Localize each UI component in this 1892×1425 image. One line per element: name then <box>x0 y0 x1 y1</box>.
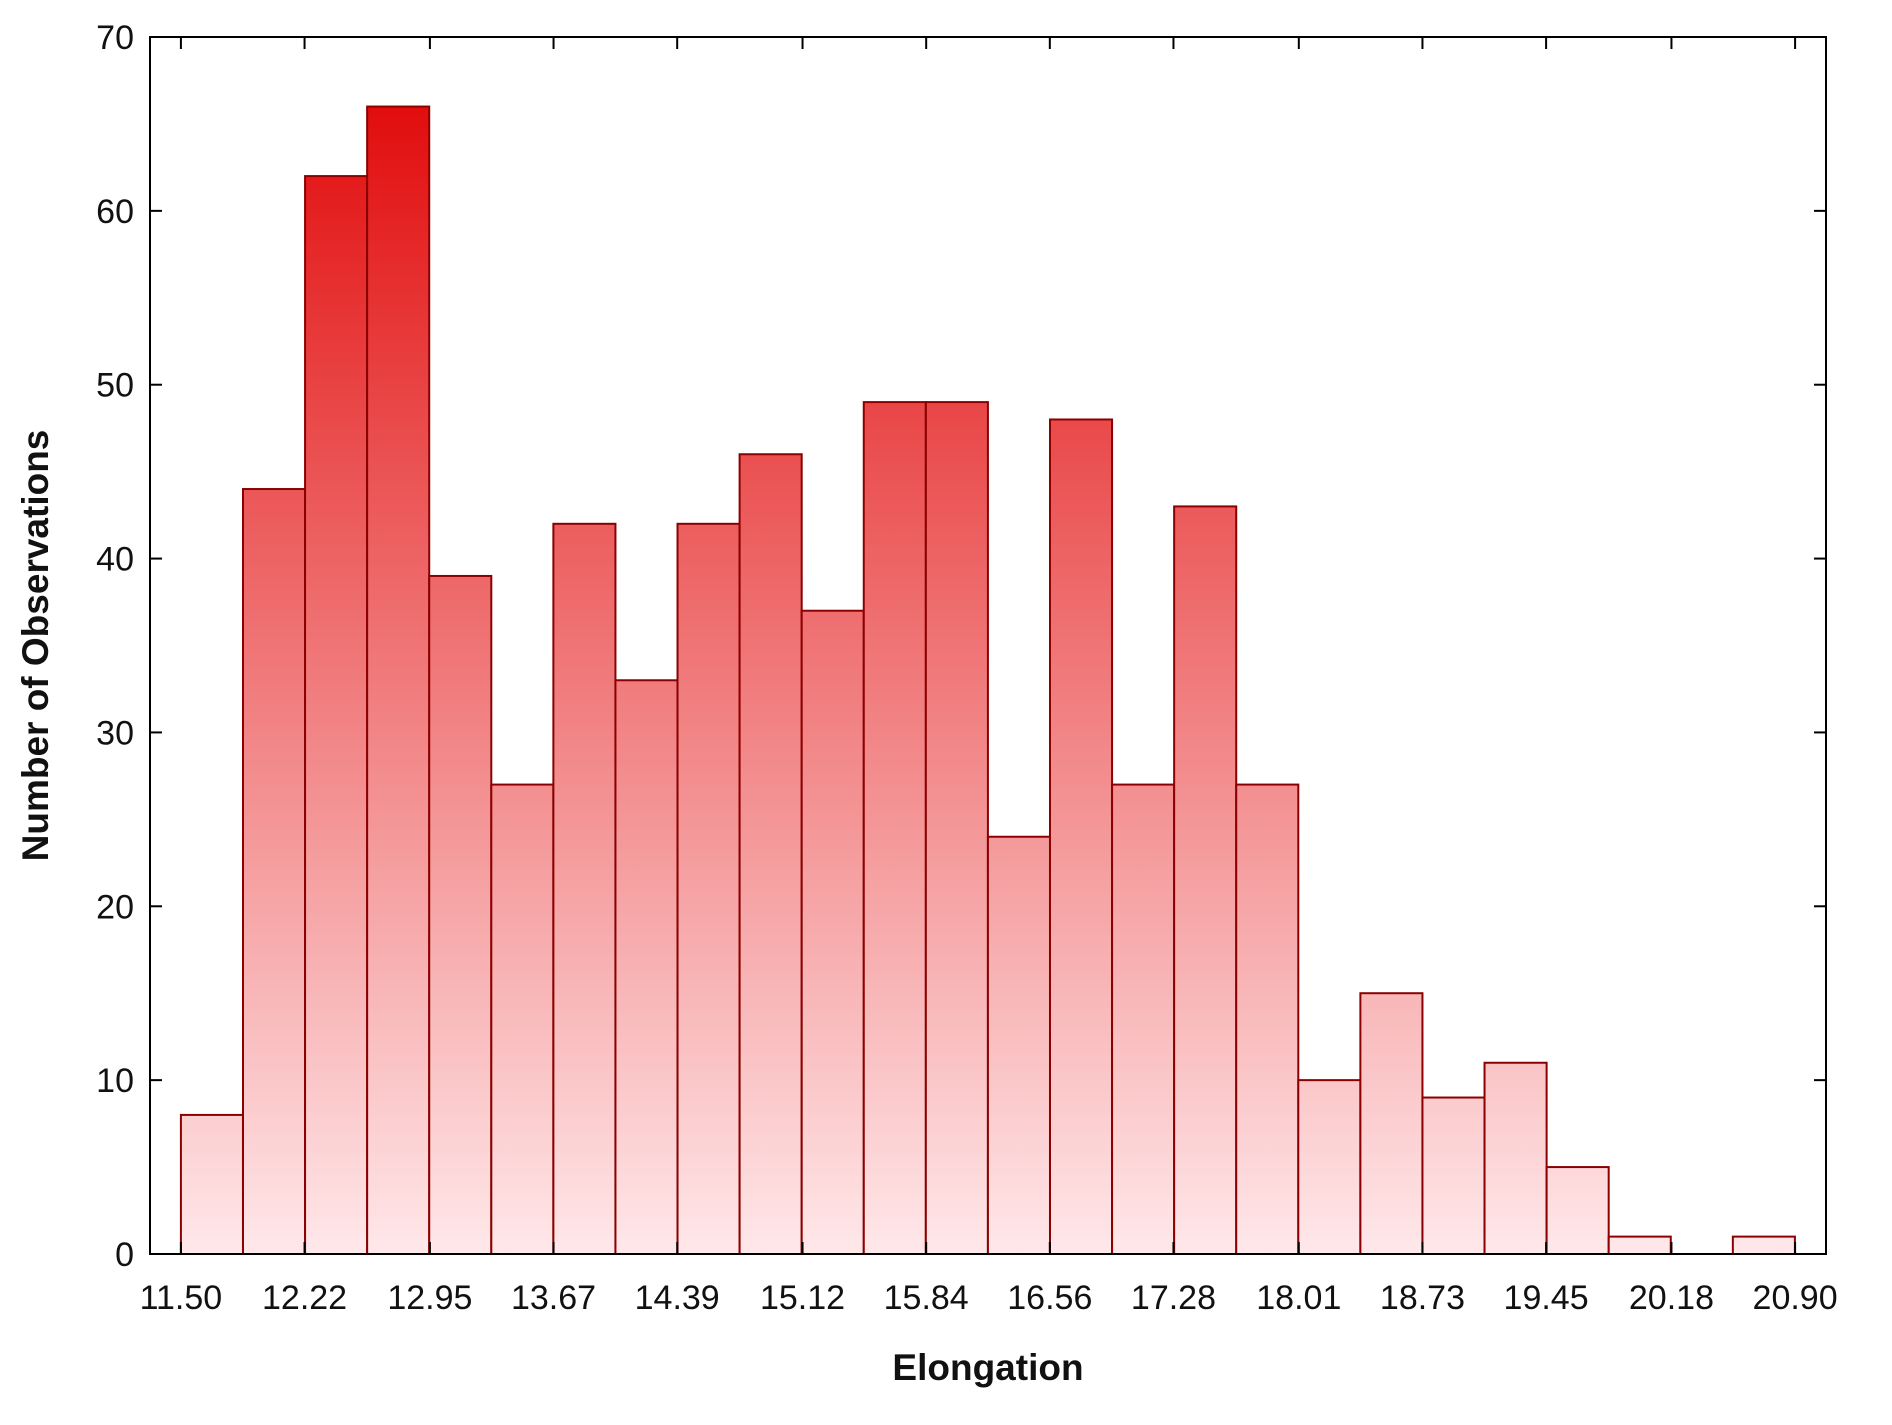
y-tick-labels: 0 10 20 30 40 50 60 70 <box>96 19 134 1274</box>
x-tick-labels: 11.50 12.22 12.95 13.67 14.39 15.12 15.84 16.56… <box>140 1279 1838 1317</box>
bar-9 <box>738 453 803 1255</box>
bar-11 <box>862 401 927 1256</box>
y-axis-title: Number of Observations <box>15 430 56 862</box>
y-tick-label-20: 20 <box>96 888 134 926</box>
x-axis-title: Elongation <box>892 1347 1083 1388</box>
x-tick-label-0: 11.50 <box>140 1279 223 1317</box>
x-tick-label-5: 15.12 <box>760 1279 845 1317</box>
bar-3 <box>366 105 431 1256</box>
ticks-layer <box>150 36 1826 1255</box>
x-tick-label-12: 20.18 <box>1629 1279 1714 1317</box>
plot-frame <box>149 36 1827 1255</box>
x-tick-label-2: 12.95 <box>387 1279 472 1317</box>
bars-layer <box>179 105 1796 1256</box>
y-tick-label-70: 70 <box>96 19 134 57</box>
bar-14 <box>1048 418 1114 1255</box>
x-tick-label-11: 19.45 <box>1504 1279 1589 1317</box>
x-tick-label-3: 13.67 <box>511 1279 596 1317</box>
x-tick-label-7: 16.56 <box>1007 1279 1092 1317</box>
x-tick-label-1: 12.22 <box>262 1279 347 1317</box>
bar-17 <box>1235 783 1300 1255</box>
x-tick-label-4: 14.39 <box>635 1279 720 1317</box>
bar-12 <box>924 401 989 1256</box>
y-tick-label-0: 0 <box>115 1236 134 1274</box>
bar-4 <box>428 574 493 1255</box>
bar-13 <box>986 835 1051 1255</box>
bar-0 <box>179 1113 244 1256</box>
bar-6 <box>552 522 617 1255</box>
bar-25 <box>1731 1235 1796 1255</box>
bar-1 <box>241 488 307 1255</box>
y-tick-label-10: 10 <box>96 1062 134 1100</box>
x-tick-label-13: 20.90 <box>1753 1279 1838 1317</box>
bar-19 <box>1359 992 1424 1255</box>
bar-8 <box>676 522 741 1255</box>
bar-7 <box>614 679 679 1255</box>
bar-22 <box>1545 1166 1610 1255</box>
bar-10 <box>800 609 865 1255</box>
bar-15 <box>1111 783 1176 1255</box>
bar-16 <box>1173 505 1238 1255</box>
y-tick-label-30: 30 <box>96 714 134 752</box>
bar-20 <box>1421 1096 1486 1255</box>
bar-21 <box>1483 1061 1548 1256</box>
x-tick-label-6: 15.84 <box>884 1279 969 1317</box>
x-tick-label-9: 18.01 <box>1256 1279 1341 1317</box>
x-tick-label-8: 17.28 <box>1131 1279 1216 1317</box>
x-tick-label-10: 18.73 <box>1380 1279 1465 1317</box>
bar-2 <box>304 175 369 1256</box>
bar-23 <box>1607 1235 1672 1255</box>
y-tick-label-60: 60 <box>96 193 134 231</box>
y-tick-label-40: 40 <box>96 541 134 579</box>
bar-18 <box>1297 1079 1362 1255</box>
y-tick-label-50: 50 <box>96 367 134 405</box>
bar-5 <box>490 783 555 1255</box>
